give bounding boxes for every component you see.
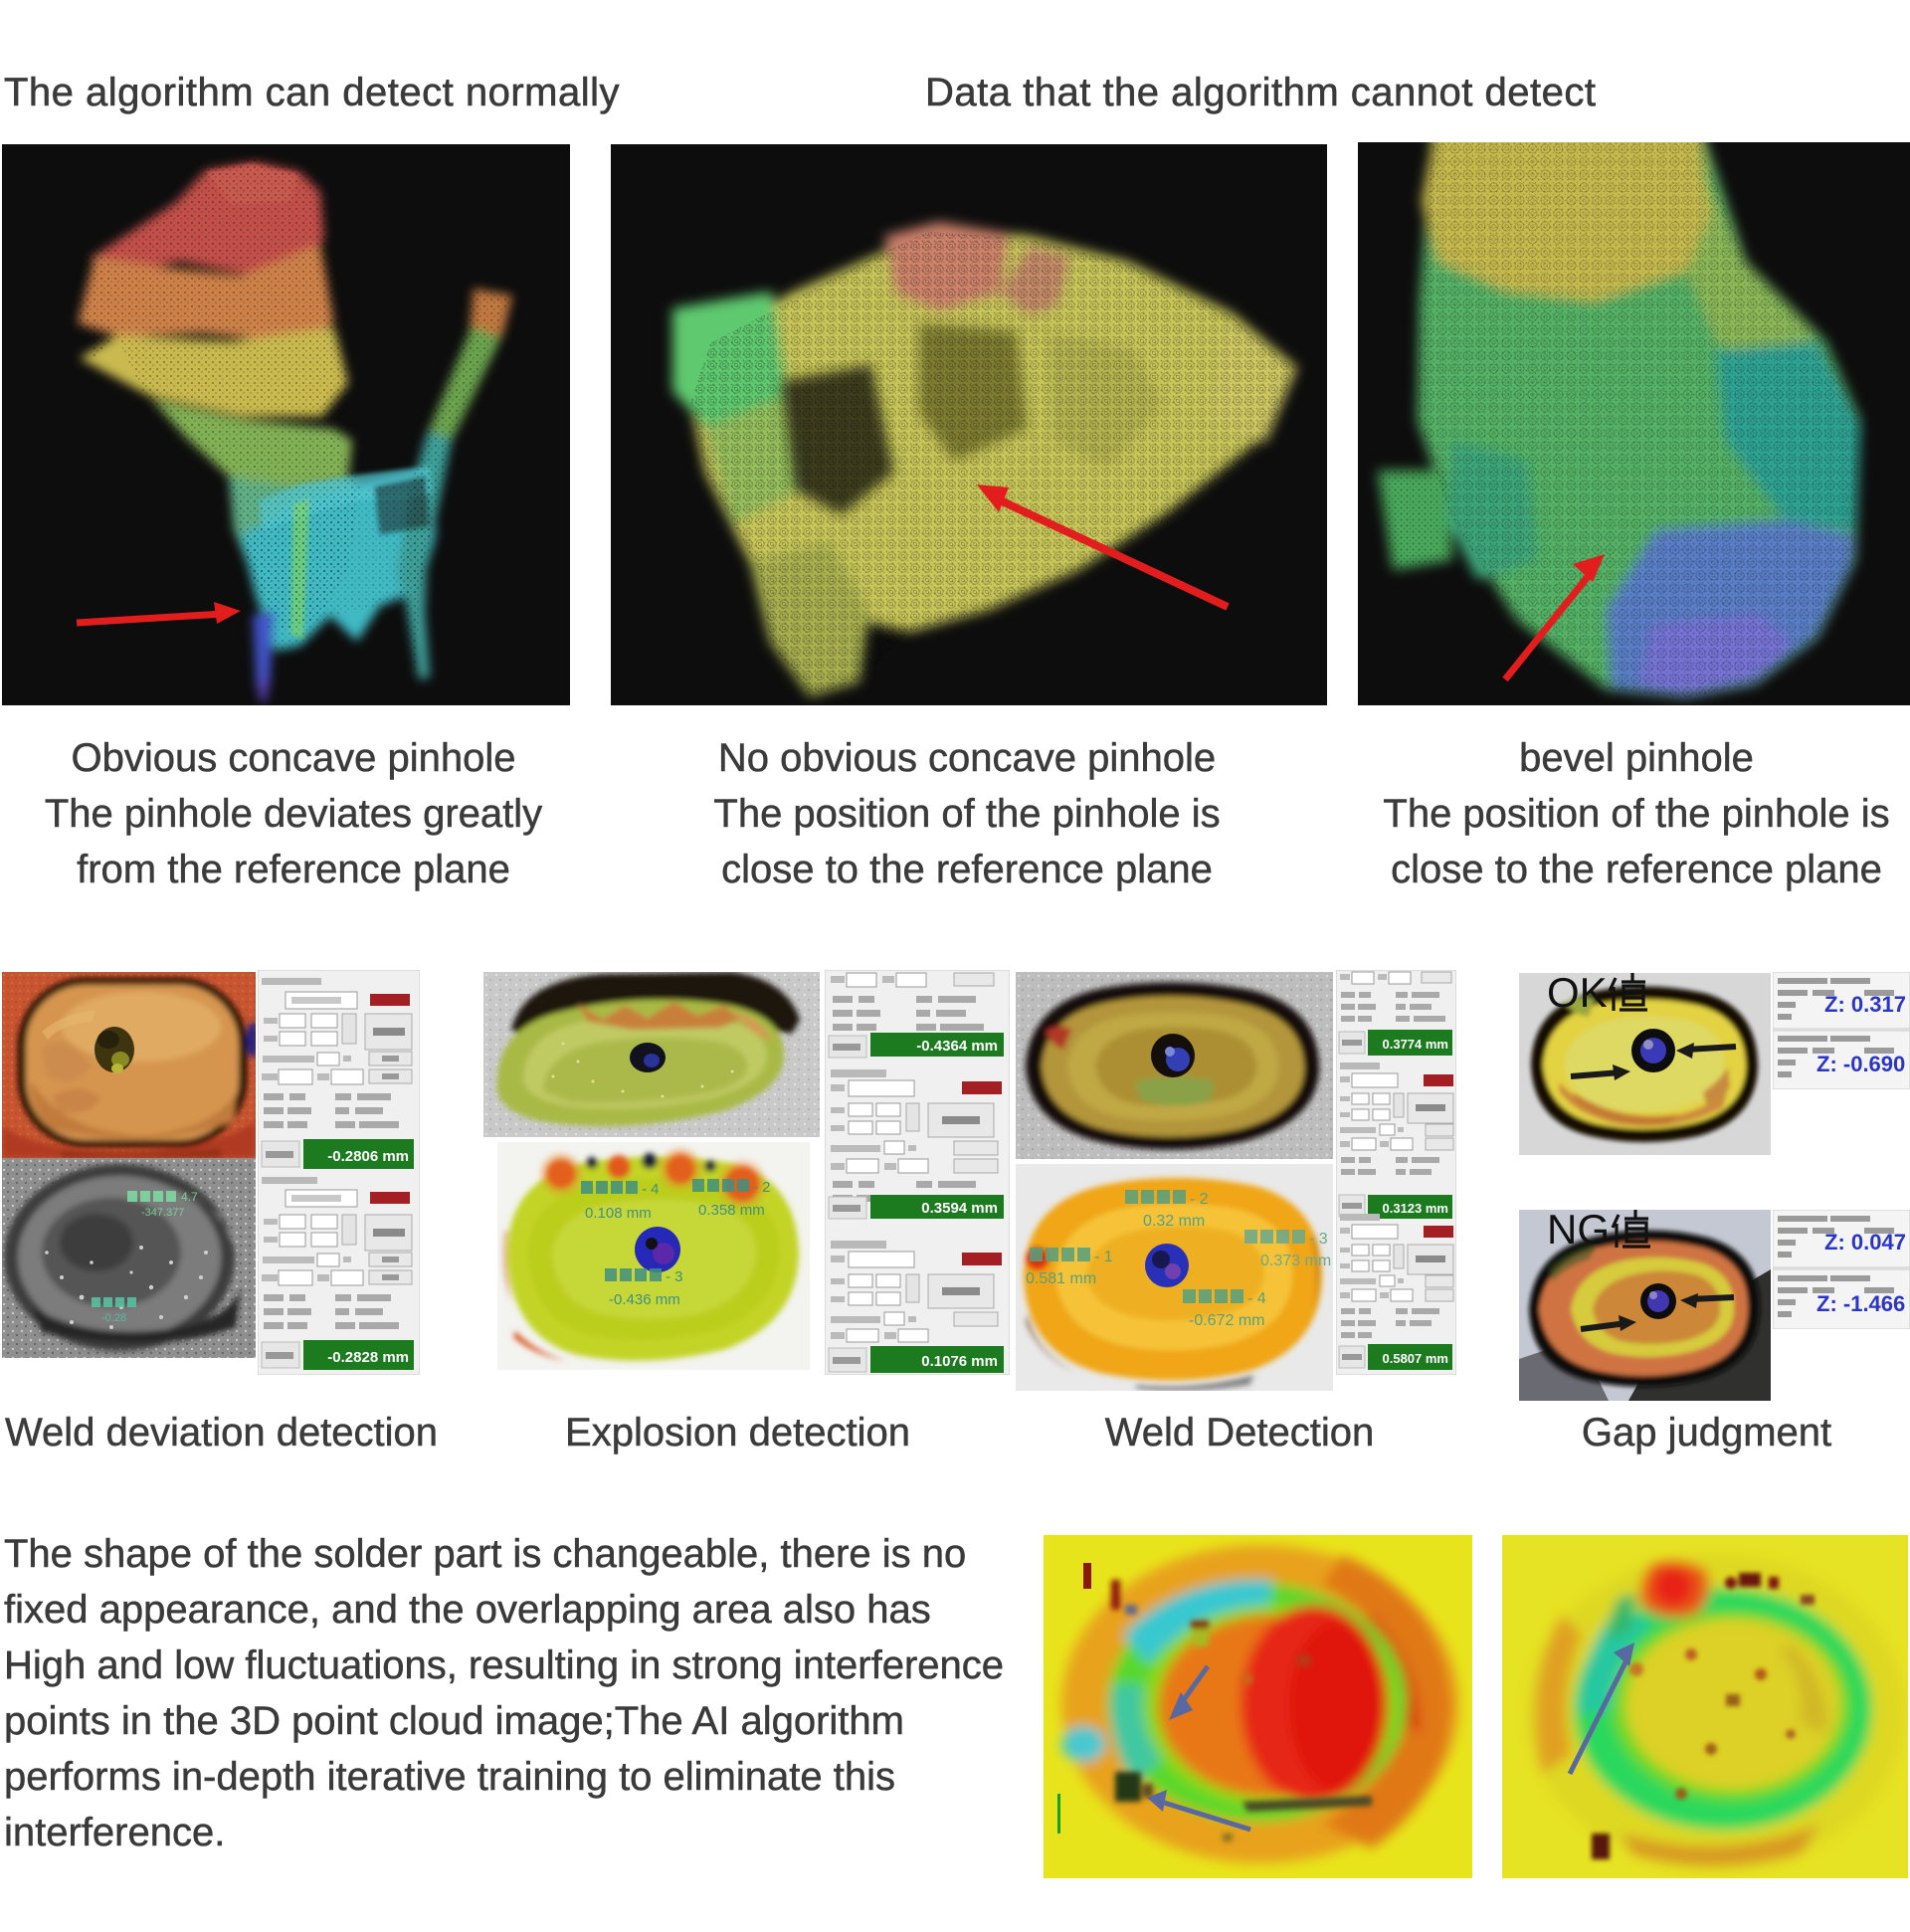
svg-text:0.5807 mm: 0.5807 mm <box>1383 1351 1449 1366</box>
svg-text:0.32 mm: 0.32 mm <box>1143 1213 1205 1230</box>
svg-text:Z: 0.317: Z: 0.317 <box>1824 992 1906 1017</box>
svg-text:- 1: - 1 <box>1094 1249 1113 1265</box>
svg-text:0.581 mm: 0.581 mm <box>1026 1270 1096 1287</box>
svg-text:- 3: - 3 <box>1309 1231 1328 1248</box>
svg-text:0.1076 mm: 0.1076 mm <box>921 1353 998 1370</box>
svg-text:- 3: - 3 <box>666 1268 683 1285</box>
svg-text:- 2: - 2 <box>753 1179 771 1196</box>
svg-text:-0.2828 mm: -0.2828 mm <box>327 1349 409 1366</box>
svg-text:- 2: - 2 <box>1190 1191 1209 1208</box>
svg-text:Z: 0.047: Z: 0.047 <box>1824 1230 1906 1255</box>
svg-text:-0.2806 mm: -0.2806 mm <box>327 1148 409 1165</box>
svg-text:OK: OK <box>1547 973 1608 1016</box>
svg-text:0.373 mm: 0.373 mm <box>1260 1253 1331 1269</box>
svg-text:0.3123 mm: 0.3123 mm <box>1383 1201 1449 1216</box>
svg-text:-0.28: -0.28 <box>101 1312 126 1324</box>
svg-text:-0.672 mm: -0.672 mm <box>1189 1312 1264 1329</box>
svg-text:-347.377: -347.377 <box>141 1207 184 1219</box>
svg-text:0.3774 mm: 0.3774 mm <box>1383 1037 1449 1052</box>
svg-text:- 4: - 4 <box>642 1181 660 1198</box>
svg-text:NG: NG <box>1547 1210 1610 1253</box>
svg-text:0.358 mm: 0.358 mm <box>698 1202 765 1219</box>
svg-text:0.108 mm: 0.108 mm <box>585 1205 652 1222</box>
svg-text:4.7: 4.7 <box>181 1190 198 1204</box>
svg-text:-0.4364 mm: -0.4364 mm <box>916 1038 998 1055</box>
svg-text:-0.436 mm: -0.436 mm <box>609 1291 680 1308</box>
svg-text:Z: -1.466: Z: -1.466 <box>1816 1291 1905 1316</box>
svg-text:Z: -0.690: Z: -0.690 <box>1816 1052 1905 1076</box>
svg-text:0.3594 mm: 0.3594 mm <box>921 1200 998 1217</box>
svg-text:- 4: - 4 <box>1247 1290 1266 1307</box>
